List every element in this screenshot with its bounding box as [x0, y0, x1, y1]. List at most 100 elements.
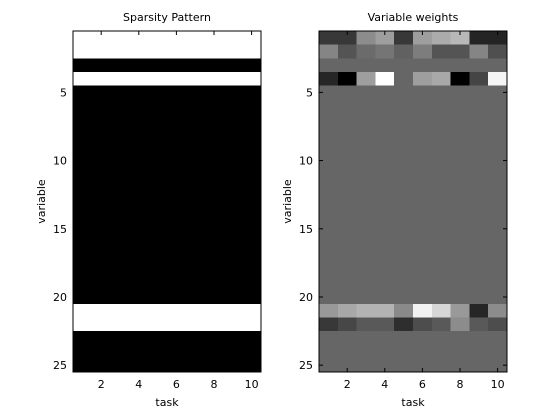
- sparsity-pattern-cell: [110, 249, 130, 264]
- variable-weights-cell: [375, 317, 395, 332]
- variable-weights-cell: [431, 331, 452, 346]
- sparsity-pattern-cell: [129, 358, 149, 373]
- variable-weights-cell: [488, 167, 508, 182]
- variable-weights-cell: [375, 140, 395, 155]
- variable-weights-cell: [337, 181, 358, 196]
- sparsity-pattern-cell: [91, 140, 112, 155]
- sparsity-pattern-cell: [73, 85, 93, 100]
- variable-weights-cell: [488, 235, 508, 250]
- sparsity-pattern-cell: [73, 44, 93, 59]
- y-tick-label: 5: [306, 86, 313, 99]
- variable-weights-cell: [394, 181, 414, 196]
- variable-weights-cell: [394, 276, 414, 291]
- variable-weights-cell: [431, 276, 452, 291]
- sparsity-pattern-cell: [129, 140, 149, 155]
- variable-weights-cell: [375, 85, 395, 100]
- variable-weights-cell: [488, 153, 508, 168]
- sparsity-pattern-cell: [204, 99, 224, 114]
- sparsity-pattern-cell: [167, 194, 187, 209]
- sparsity-pattern-cell: [110, 262, 130, 278]
- y-tick-label: 25: [53, 359, 67, 372]
- variable-weights-cell: [337, 99, 358, 114]
- sparsity-pattern-cell: [110, 303, 130, 319]
- variable-weights-cell: [469, 85, 489, 100]
- variable-weights-cell: [356, 331, 376, 346]
- variable-weights-cell: [450, 153, 470, 168]
- sparsity-pattern-cell: [167, 181, 187, 196]
- sparsity-pattern-cell: [73, 153, 93, 168]
- sparsity-pattern-cell: [223, 99, 243, 114]
- sparsity-pattern-cell: [91, 262, 112, 278]
- sparsity-pattern-cell: [185, 71, 206, 87]
- sparsity-pattern-cell: [73, 58, 93, 73]
- variable-weights-cell: [356, 290, 376, 305]
- sparsity-pattern-cell: [204, 153, 224, 168]
- sparsity-pattern-cell: [242, 99, 262, 114]
- variable-weights-cell: [450, 167, 470, 182]
- sparsity-pattern-cell: [110, 126, 130, 141]
- variable-weights-cell: [431, 235, 452, 250]
- sparsity-pattern-cell: [129, 208, 149, 223]
- sparsity-pattern-cell: [185, 358, 206, 373]
- sparsity-pattern-cell: [242, 112, 262, 128]
- sparsity-pattern-cell: [73, 167, 93, 182]
- variable-weights-cell: [413, 140, 433, 155]
- variable-weights-cell: [337, 303, 358, 319]
- sparsity-pattern-cell: [110, 317, 130, 332]
- variable-weights-cell: [488, 194, 508, 209]
- variable-weights-cell: [413, 276, 433, 291]
- variable-weights-cell: [450, 249, 470, 264]
- variable-weights-cell: [337, 112, 358, 128]
- variable-weights-cell: [469, 303, 489, 319]
- sparsity-pattern-cell: [91, 167, 112, 182]
- variable-weights-cell: [394, 71, 414, 87]
- variable-weights-cell: [356, 221, 376, 237]
- variable-weights-cell: [375, 126, 395, 141]
- variable-weights-cell: [431, 221, 452, 237]
- sparsity-pattern-cell: [129, 262, 149, 278]
- variable-weights-cell: [319, 181, 339, 196]
- sparsity-pattern-cell: [91, 358, 112, 373]
- variable-weights-cell: [431, 358, 452, 373]
- sparsity-pattern-cell: [110, 194, 130, 209]
- sparsity-pattern-cell: [91, 126, 112, 141]
- sparsity-pattern-cell: [129, 71, 149, 87]
- variable-weights-cell: [394, 112, 414, 128]
- sparsity-pattern-cell: [91, 99, 112, 114]
- sparsity-pattern-cell: [223, 194, 243, 209]
- sparsity-pattern-cell: [148, 317, 168, 332]
- variable-weights-cell: [450, 140, 470, 155]
- sparsity-pattern-cell: [91, 249, 112, 264]
- y-tick-label: 15: [53, 223, 67, 236]
- variable-weights-cell: [375, 290, 395, 305]
- sparsity-pattern-cell: [129, 99, 149, 114]
- variable-weights-cell: [469, 235, 489, 250]
- sparsity-pattern-cell: [204, 167, 224, 182]
- sparsity-pattern-cell: [204, 290, 224, 305]
- variable-weights-cell: [375, 208, 395, 223]
- sparsity-pattern-cell: [110, 31, 130, 46]
- sparsity-pattern-cell: [73, 276, 93, 291]
- sparsity-pattern-cell: [167, 276, 187, 291]
- variable-weights-cell: [450, 317, 470, 332]
- sparsity-pattern-cell: [91, 58, 112, 73]
- variable-weights-cell: [431, 290, 452, 305]
- sparsity-pattern-cell: [73, 194, 93, 209]
- sparsity-pattern-cell: [242, 249, 262, 264]
- sparsity-pattern-cell: [129, 194, 149, 209]
- sparsity-pattern-cell: [110, 208, 130, 223]
- variable-weights-cell: [375, 112, 395, 128]
- variable-weights-cell: [488, 99, 508, 114]
- sparsity-pattern-cell: [148, 140, 168, 155]
- variable-weights-cell: [394, 331, 414, 346]
- variable-weights-cell: [413, 99, 433, 114]
- sparsity-pattern-cell: [167, 317, 187, 332]
- variable-weights-cell: [469, 58, 489, 73]
- variable-weights-cell: [413, 262, 433, 278]
- sparsity-pattern-frame: [72, 30, 262, 373]
- variable-weights-cell: [394, 344, 414, 359]
- sparsity-pattern-cell: [204, 221, 224, 237]
- y-tick-label: 10: [53, 155, 67, 168]
- variable-weights-cell: [394, 235, 414, 250]
- variable-weights-cell: [450, 221, 470, 237]
